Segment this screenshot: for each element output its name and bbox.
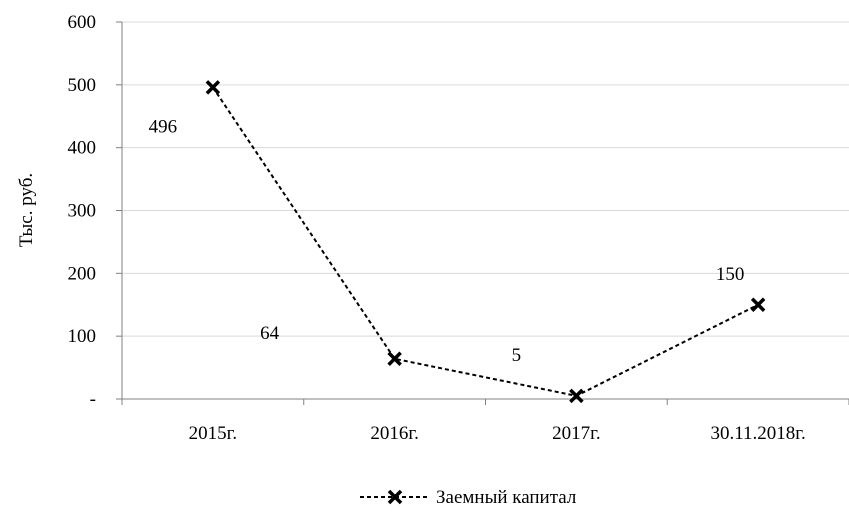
data-label: 64 bbox=[260, 323, 280, 344]
y-tick-label: 300 bbox=[68, 201, 97, 222]
legend: Заемный капитал bbox=[360, 487, 577, 508]
y-tick-label: 200 bbox=[68, 263, 97, 284]
data-point-marker bbox=[570, 390, 582, 402]
y-tick-label: 600 bbox=[68, 12, 97, 33]
y-tick-label: 400 bbox=[68, 138, 97, 159]
gridlines bbox=[122, 22, 849, 336]
data-label: 150 bbox=[716, 264, 745, 285]
legend-label: Заемный капитал bbox=[436, 487, 577, 508]
x-tick-label: 2016г. bbox=[370, 423, 418, 444]
data-labels: 496 64 5 150 bbox=[149, 116, 745, 366]
y-tick-label: 100 bbox=[68, 326, 97, 347]
y-tick-label: 500 bbox=[68, 75, 97, 96]
y-tick-label: - bbox=[90, 389, 96, 410]
data-label: 5 bbox=[512, 345, 522, 366]
x-tick-label: 30.11.2018г. bbox=[711, 423, 806, 444]
series bbox=[207, 81, 764, 402]
data-point-marker bbox=[207, 81, 219, 93]
axes: - 100 200 300 400 500 600 2015г. 2016г. 2017г. 30.… bbox=[68, 12, 849, 444]
x-tick-label: 2017г. bbox=[552, 423, 600, 444]
y-axis-title: Тыс. руб. bbox=[16, 173, 37, 247]
x-tick-label: 2015г. bbox=[189, 423, 237, 444]
series-line bbox=[213, 87, 758, 396]
data-label: 496 bbox=[149, 116, 178, 137]
data-point-marker bbox=[752, 299, 764, 311]
